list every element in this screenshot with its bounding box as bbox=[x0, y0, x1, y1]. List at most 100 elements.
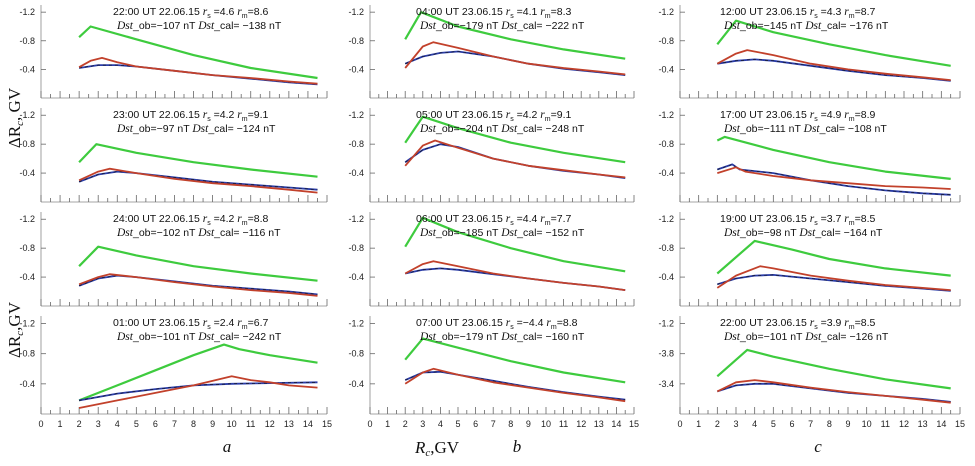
column-label-b: b bbox=[513, 437, 522, 456]
panel-annotation-line2: Dst_ob=−179 nT Dst_cal= −160 nT bbox=[419, 331, 585, 343]
y-tick-label: -1.2 bbox=[19, 319, 35, 329]
series-black-line bbox=[78, 171, 318, 190]
panel-c-1: -1.2 -0.8 -0.4 12:00 UT 23.06.15 rs =4.3 rm… bbox=[658, 5, 961, 99]
y-tick-label: -1.2 bbox=[348, 319, 364, 329]
panel-annotation-line1: 04:00 UT 23.06.15 rs =4.1 rm=8.3 bbox=[416, 6, 571, 20]
y-tick-label: -0.4 bbox=[348, 272, 364, 282]
series-blue-line bbox=[717, 273, 951, 292]
x-tick-label: 3 bbox=[420, 419, 425, 429]
panel-annotation-line2: Dst_ob=−179 nT Dst_cal= −222 nT bbox=[419, 20, 585, 32]
y-tick-label: -1.2 bbox=[658, 7, 674, 17]
x-tick-label: 0 bbox=[38, 419, 43, 429]
panel-annotation-line1: 22:00 UT 22.06.15 rs =4.6 rm=8.6 bbox=[113, 6, 268, 20]
y-tick-label: -1.2 bbox=[348, 110, 364, 120]
y-tick-label: -0.8 bbox=[658, 139, 674, 149]
panel-a-4: -1.2-0.8-0.40 1 2 3 4 5 6 7 8 9 10 11 12 13 14 1501:00 … bbox=[19, 316, 332, 429]
series-red-line bbox=[78, 375, 318, 409]
y-tick-label: -0.4 bbox=[19, 379, 35, 389]
panel-b-4: -1.2-0.8-0.40 1 2 3 4 5 6 7 8 9 10 11 12 13 14 1507:00 … bbox=[348, 316, 639, 429]
x-tick-label: 8 bbox=[508, 419, 513, 429]
y-tick-label: -0.8 bbox=[658, 243, 674, 253]
x-tick-label: 4 bbox=[438, 419, 443, 429]
panel-c-4: -1.2-3.8-3.40 1 2 3 4 5 6 7 8 9 10 11 12 13 14 1522:00 … bbox=[658, 316, 965, 429]
x-tick-label: 11 bbox=[881, 419, 890, 429]
series-red-line bbox=[404, 139, 626, 179]
x-tick-label: 5 bbox=[771, 419, 776, 429]
panel-annotation-line1: 12:00 UT 23.06.15 rs =4.3 rm=8.7 bbox=[720, 6, 875, 20]
series-red-line bbox=[716, 49, 951, 81]
panel-annotation-line2: Dst_ob=−98 nT Dst_cal= −164 nT bbox=[723, 227, 883, 239]
y-tick-label: -0.8 bbox=[348, 243, 364, 253]
series-green-line bbox=[716, 19, 951, 67]
panel-b-2: -1.2 -0.8 -0.4 05:00 UT 23.06.15 rs =4.2 rm… bbox=[348, 108, 635, 203]
x-tick-label: 6 bbox=[473, 419, 478, 429]
y-tick-label: -0.4 bbox=[19, 272, 35, 282]
y-tick-label: -0.4 bbox=[658, 168, 674, 178]
x-tick-label: 10 bbox=[862, 419, 872, 429]
x-tick-label: 15 bbox=[955, 419, 965, 429]
panel-annotation-line2: Dst_ob=−107 nT Dst_cal= −138 nT bbox=[116, 20, 282, 32]
panel-annotation-line1: 17:00 UT 23.06.15 rs =4.9 rm=8.9 bbox=[720, 109, 875, 123]
y-tick-label: -0.8 bbox=[348, 349, 364, 359]
x-tick-label: 5 bbox=[134, 419, 139, 429]
x-tick-label: 4 bbox=[115, 419, 120, 429]
y-tick-label: -0.8 bbox=[19, 36, 35, 46]
series-green-line bbox=[78, 245, 318, 282]
panels: -1.2 -0.8 -0.4 22:00 UT 22.06.15 rs =4.6 rm… bbox=[19, 5, 965, 429]
panel-annotation-line2: Dst_ob=−204 nT Dst_cal= −248 nT bbox=[419, 123, 585, 135]
x-tick-label: 2 bbox=[403, 419, 408, 429]
series-green-line bbox=[404, 216, 626, 273]
series-red-line bbox=[716, 265, 951, 291]
series-green-line bbox=[404, 337, 626, 384]
x-tick-label: 0 bbox=[367, 419, 372, 429]
x-tick-label: 2 bbox=[77, 419, 82, 429]
panel-c-3: -1.2 -0.8 -0.4 19:00 UT 23.06.15 rs =3.7 rm… bbox=[658, 212, 961, 307]
series-green-line bbox=[716, 135, 951, 180]
x-tick-label: 1 bbox=[58, 419, 63, 429]
series-green-line bbox=[78, 25, 318, 80]
x-tick-label: 9 bbox=[845, 419, 850, 429]
x-tick-label: 11 bbox=[246, 419, 255, 429]
x-tick-label: 3 bbox=[96, 419, 101, 429]
panel-annotation-line2: Dst_ob=−111 nT Dst_cal= −108 nT bbox=[723, 123, 887, 135]
y-tick-label: -0.4 bbox=[19, 64, 35, 74]
x-tick-label: 0 bbox=[677, 419, 682, 429]
panel-annotation-line2: Dst_ob=−101 nT Dst_cal= −126 nT bbox=[723, 331, 889, 343]
x-tick-label: 14 bbox=[303, 419, 313, 429]
panel-annotation-line1: 22:00 UT 23.06.15 rs =3.9 rm=8.5 bbox=[720, 317, 875, 331]
y-tick-label: -1.2 bbox=[348, 214, 364, 224]
panel-annotation-line1: 06:00 UT 23.06.15 rs =4.4 rm=7.7 bbox=[416, 213, 571, 227]
x-tick-label: 6 bbox=[789, 419, 794, 429]
series-blue-line bbox=[717, 163, 951, 196]
y-axis-label-upper: ΔRc, GV bbox=[5, 87, 26, 148]
y-tick-label: -1.2 bbox=[658, 110, 674, 120]
series-black-line bbox=[405, 371, 626, 400]
y-tick-label: -1.2 bbox=[19, 214, 35, 224]
series-green-line bbox=[404, 115, 626, 164]
y-tick-label: -1.2 bbox=[19, 7, 35, 17]
x-tick-label: 15 bbox=[629, 419, 639, 429]
y-tick-label: -3.8 bbox=[658, 349, 674, 359]
y-tick-label: -0.8 bbox=[348, 36, 364, 46]
y-axis-label-lower: ΔRc,GV bbox=[5, 301, 26, 358]
panel-b-3: -1.2 -0.8 -0.4 06:00 UT 23.06.15 rs =4.4 rm… bbox=[348, 212, 635, 307]
series-red-line bbox=[78, 57, 318, 85]
panel-c-2: -1.2 -0.8 -0.4 17:00 UT 23.06.15 rs =4.9 rm… bbox=[658, 108, 961, 203]
series-red-line bbox=[404, 260, 626, 291]
x-tick-label: 3 bbox=[733, 419, 738, 429]
panel-a-3: -1.2 -0.8 -0.4 24:00 UT 22.06.15 rs =4.2 rm… bbox=[19, 212, 328, 307]
y-tick-label: -1.2 bbox=[19, 110, 35, 120]
y-tick-label: -0.8 bbox=[19, 243, 35, 253]
series-green-line bbox=[716, 348, 951, 390]
series-green-line bbox=[78, 143, 318, 178]
x-tick-label: 14 bbox=[611, 419, 621, 429]
column-label-c: c bbox=[814, 437, 822, 456]
x-tick-label: 6 bbox=[153, 419, 158, 429]
series-black-line bbox=[717, 164, 951, 196]
panel-a-1: -1.2 -0.8 -0.4 22:00 UT 22.06.15 rs =4.6 rm… bbox=[19, 5, 328, 99]
series-blue-line bbox=[405, 267, 626, 291]
x-tick-label: 9 bbox=[210, 419, 215, 429]
panel-annotation-line2: Dst_ob=−102 nT Dst_cal= −116 nT bbox=[116, 227, 281, 239]
y-tick-label: -0.8 bbox=[19, 139, 35, 149]
y-tick-label: -0.4 bbox=[658, 64, 674, 74]
